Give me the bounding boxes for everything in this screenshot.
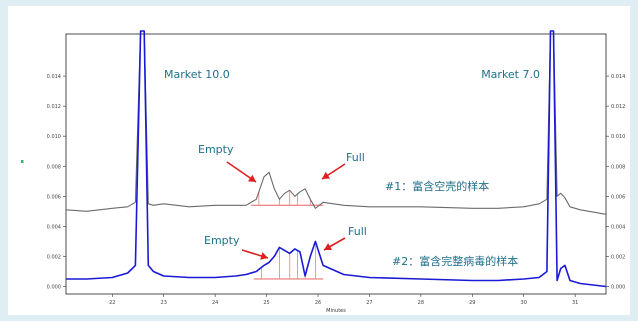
x-tick-label: 28: [418, 300, 424, 306]
full-bottom-arrow-head: [324, 243, 333, 250]
y-tick-label-right: 0.002: [611, 254, 625, 260]
x-tick-label: 25: [263, 300, 269, 306]
x-tick-label: 23: [161, 300, 167, 306]
y-tick-label: 0.000: [47, 284, 61, 290]
y-tick-label: 0.012: [47, 104, 61, 110]
empty-bottom-label: Empty: [204, 234, 240, 247]
plot-area: [65, 33, 607, 295]
y-tick-label: 0.008: [47, 164, 61, 170]
empty-top-arrow-head: [247, 174, 256, 182]
market-right-label: Market 7.0: [481, 68, 540, 81]
y-tick-label-right: 0.004: [611, 224, 625, 230]
x-tick-label: 30: [521, 300, 527, 306]
empty-bottom-arrow-head: [260, 252, 268, 260]
y-tick-label: 0.004: [47, 224, 61, 230]
x-tick-label: 29: [469, 300, 475, 306]
y-tick-label-right: 0.008: [611, 164, 625, 170]
full-top-arrow-head: [322, 171, 331, 179]
x-tick-label: 27: [366, 300, 372, 306]
y-tick-label-right: 0.012: [611, 104, 625, 110]
market-left-label: Market 10.0: [164, 68, 230, 81]
x-tick-label: 22: [109, 300, 115, 306]
chromatogram-chart: 22 23 24 25 26 27 28 29 30 31 0.000 0.000 0.002 0.002…: [21, 30, 625, 314]
x-tick-label: 24: [212, 300, 218, 306]
y-tick-label-right: 0.014: [611, 74, 625, 80]
full-bottom-label: Full: [348, 225, 367, 238]
y-tick-label-right: 0.010: [611, 134, 625, 140]
x-tick-label: 31: [572, 300, 578, 306]
series-2-label: #2：富含完整病毒的样本: [392, 254, 518, 268]
y-tick-label-right: 0.006: [611, 194, 625, 200]
y-tick-label: 0.002: [47, 254, 61, 260]
y-tick-label: 0.006: [47, 194, 61, 200]
x-axis-label: Minutes: [326, 308, 346, 314]
y-tick-label: 0.010: [47, 134, 61, 140]
x-tick-label: 26: [315, 300, 321, 306]
chart-frame: 22 23 24 25 26 27 28 29 30 31 0.000 0.000 0.002 0.002…: [8, 6, 630, 315]
empty-top-label: Empty: [198, 143, 234, 156]
side-marker: [21, 160, 24, 163]
full-top-label: Full: [346, 151, 365, 164]
series-2-line: [66, 30, 607, 288]
y-tick-label-right: 0.000: [611, 284, 625, 290]
y-tick-label: 0.014: [47, 74, 61, 80]
series-1-label: #1：富含空壳的样本: [385, 179, 489, 193]
